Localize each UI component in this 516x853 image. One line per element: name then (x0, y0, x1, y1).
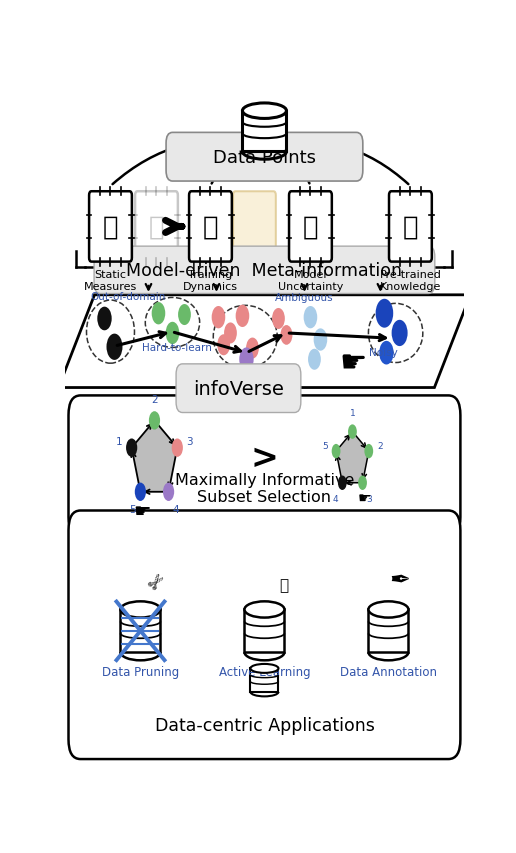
Circle shape (217, 335, 230, 356)
Ellipse shape (243, 104, 286, 119)
Text: 3: 3 (366, 494, 372, 503)
Text: Static
Measures: Static Measures (84, 270, 137, 292)
FancyBboxPatch shape (135, 192, 178, 262)
FancyBboxPatch shape (69, 511, 460, 759)
Text: 🔬: 🔬 (279, 577, 288, 592)
FancyBboxPatch shape (166, 133, 363, 182)
FancyBboxPatch shape (69, 396, 460, 537)
Text: ☛: ☛ (358, 490, 372, 505)
Text: Model
Uncertainty: Model Uncertainty (278, 270, 343, 292)
Circle shape (332, 444, 341, 459)
Circle shape (166, 322, 179, 345)
Text: Hard-to-learn: Hard-to-learn (142, 343, 213, 352)
Text: 5: 5 (322, 441, 328, 450)
Circle shape (212, 306, 225, 329)
FancyBboxPatch shape (389, 192, 432, 262)
Text: 🧠: 🧠 (103, 214, 118, 241)
Circle shape (246, 338, 259, 359)
Polygon shape (58, 295, 471, 388)
Ellipse shape (368, 601, 409, 618)
Text: >: > (250, 442, 279, 475)
Circle shape (236, 305, 249, 328)
Bar (245, 610, 284, 653)
Polygon shape (336, 432, 369, 483)
Bar (368, 610, 409, 653)
Circle shape (358, 476, 367, 490)
Circle shape (272, 309, 285, 329)
Text: 🧠: 🧠 (203, 214, 218, 241)
FancyBboxPatch shape (189, 192, 232, 262)
Text: Ambiguous: Ambiguous (275, 293, 333, 303)
Text: 4: 4 (173, 504, 180, 514)
Bar (243, 112, 286, 153)
Text: Model-driven  Meta-information: Model-driven Meta-information (126, 262, 402, 280)
FancyBboxPatch shape (89, 192, 132, 262)
Text: Data-centric Applications: Data-centric Applications (154, 717, 375, 734)
FancyBboxPatch shape (233, 192, 276, 262)
Text: 🧠: 🧠 (303, 214, 318, 241)
Text: Pre-trained
Knowledge: Pre-trained Knowledge (379, 270, 441, 292)
Text: ✄: ✄ (144, 570, 170, 595)
Text: 3: 3 (186, 437, 193, 447)
Text: Out-of-domain: Out-of-domain (90, 292, 166, 301)
Text: Data Annotation: Data Annotation (340, 665, 437, 678)
Circle shape (376, 299, 393, 328)
Circle shape (149, 412, 160, 430)
Text: Maximally Informative
Subset Selection: Maximally Informative Subset Selection (175, 472, 354, 504)
Text: ☛: ☛ (340, 349, 367, 378)
Circle shape (379, 341, 394, 365)
Circle shape (303, 306, 317, 329)
Circle shape (152, 303, 165, 325)
Text: Active Learning: Active Learning (219, 665, 310, 678)
Text: 🧠: 🧠 (149, 214, 164, 241)
Text: Training
Dynamics: Training Dynamics (183, 270, 238, 292)
Text: 2: 2 (151, 395, 158, 405)
Bar (121, 610, 160, 653)
FancyBboxPatch shape (289, 192, 332, 262)
Circle shape (106, 334, 122, 361)
FancyArrowPatch shape (212, 144, 262, 184)
Circle shape (308, 350, 321, 370)
Text: 2: 2 (377, 441, 383, 450)
Circle shape (98, 307, 111, 331)
Circle shape (338, 476, 347, 490)
Text: Data Points: Data Points (213, 148, 316, 166)
FancyArrowPatch shape (267, 141, 408, 185)
Circle shape (239, 348, 254, 372)
Circle shape (364, 444, 373, 459)
Circle shape (172, 439, 183, 457)
Text: Noisy: Noisy (369, 347, 398, 357)
FancyArrowPatch shape (112, 140, 262, 185)
Text: Data Pruning: Data Pruning (102, 665, 179, 678)
Text: 4: 4 (333, 494, 338, 503)
Text: 5: 5 (130, 504, 136, 514)
Circle shape (135, 483, 146, 502)
FancyArrowPatch shape (267, 144, 310, 184)
Text: ☛: ☛ (134, 501, 151, 520)
Text: 🧠: 🧠 (402, 214, 418, 241)
Ellipse shape (245, 601, 284, 618)
Circle shape (224, 323, 237, 344)
Ellipse shape (120, 601, 160, 618)
Circle shape (163, 483, 174, 502)
Text: 1: 1 (349, 409, 356, 417)
Text: 1: 1 (116, 437, 123, 447)
Circle shape (392, 321, 408, 346)
Ellipse shape (250, 664, 279, 673)
Circle shape (314, 329, 327, 351)
FancyBboxPatch shape (176, 364, 301, 413)
Circle shape (281, 326, 293, 345)
Circle shape (126, 439, 137, 457)
Circle shape (178, 305, 191, 326)
Bar (250, 669, 279, 692)
Text: ✒: ✒ (389, 568, 410, 592)
FancyBboxPatch shape (94, 247, 435, 294)
Circle shape (348, 425, 357, 439)
Text: infoVerse: infoVerse (193, 380, 284, 398)
Polygon shape (132, 421, 178, 492)
